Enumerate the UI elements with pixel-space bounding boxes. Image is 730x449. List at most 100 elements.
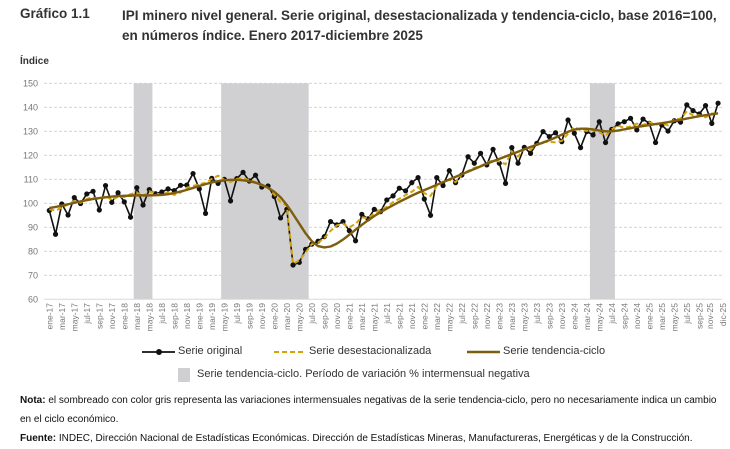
- x-axis-ticks: ene-17 mar-17 may-17 jul-17 sep-17 nov-17 ene-…: [44, 303, 728, 332]
- data-point-original: [427, 212, 434, 218]
- data-point-original: [577, 145, 584, 151]
- x-tick-label: may-25: [669, 303, 679, 332]
- data-point-original: [621, 119, 627, 125]
- data-point-original: [571, 130, 577, 136]
- x-tick-label: mar-24: [582, 303, 592, 330]
- x-tick-label: mar-17: [57, 303, 67, 330]
- legend-item-tendencia: Serie tendencia-ciclo: [503, 345, 606, 357]
- data-point-original: [177, 182, 184, 188]
- x-tick-label: sep-20: [319, 303, 329, 329]
- data-point-original: [371, 206, 377, 212]
- series-lines: [46, 100, 721, 268]
- x-tick-label: may-22: [444, 303, 454, 332]
- y-tick-label: 60: [28, 294, 38, 304]
- series-line-tendencia-ciclo: [49, 112, 719, 249]
- x-tick-label: may-21: [369, 303, 379, 332]
- x-tick-label: nov-20: [332, 303, 342, 329]
- data-point-original: [109, 199, 115, 205]
- x-tick-label: may-23: [519, 303, 529, 332]
- y-tick-label: 80: [28, 246, 38, 256]
- y-tick-label: 150: [23, 78, 38, 88]
- data-point-original: [102, 182, 109, 189]
- x-tick-label: ene-20: [269, 303, 279, 330]
- data-point-original: [421, 196, 427, 202]
- data-point-original: [527, 150, 534, 156]
- x-tick-label: nov-24: [632, 303, 642, 329]
- nota: Nota: el sombreado con color gris repres…: [20, 391, 720, 429]
- data-point-original: [140, 202, 146, 208]
- data-point-original: [465, 154, 471, 160]
- x-tick-label: nov-17: [107, 303, 117, 329]
- x-tick-label: ene-25: [644, 303, 654, 330]
- data-point-original: [440, 182, 446, 189]
- legend-item-desestacionalizada: Serie desestacionalizada: [309, 345, 432, 357]
- data-point-original: [446, 168, 452, 174]
- legend-marker-shaded: [178, 368, 190, 382]
- x-tick-label: sep-21: [394, 303, 404, 329]
- y-axis-label: Índice: [20, 56, 49, 67]
- data-point-original: [715, 100, 721, 106]
- x-tick-label: sep-22: [469, 303, 479, 329]
- data-point-original: [340, 218, 346, 225]
- shaded-periods: [133, 83, 615, 300]
- x-tick-label: may-20: [294, 303, 304, 332]
- data-point-original: [596, 119, 602, 125]
- x-tick-label: ene-17: [44, 303, 54, 330]
- x-tick-label: nov-21: [407, 303, 417, 329]
- shaded-period: [221, 83, 309, 300]
- x-tick-label: nov-18: [182, 303, 192, 329]
- data-point-original: [477, 150, 484, 156]
- legend-item-shaded: Serie tendencia-ciclo. Período de variac…: [197, 368, 530, 380]
- x-tick-label: dic-25: [718, 303, 728, 326]
- fuente-label: Fuente:: [20, 433, 57, 444]
- data-point-original: [652, 139, 659, 146]
- data-point-original: [546, 133, 552, 140]
- data-point-original: [121, 199, 127, 205]
- data-point-original: [402, 188, 409, 194]
- x-tick-label: sep-18: [169, 303, 179, 329]
- data-point-original: [684, 102, 690, 108]
- x-tick-label: jul-23: [532, 303, 542, 325]
- data-point-original: [390, 193, 396, 199]
- data-point-original: [396, 185, 402, 191]
- nota-text: el sombreado con color gris representa l…: [20, 395, 717, 425]
- x-tick-label: mar-23: [507, 303, 517, 330]
- y-tick-label: 120: [23, 150, 38, 160]
- data-point-original: [490, 146, 496, 152]
- data-point-original: [65, 212, 71, 218]
- data-point-original: [627, 115, 634, 121]
- data-point-original: [90, 188, 96, 194]
- x-tick-label: ene-19: [194, 303, 204, 330]
- x-tick-label: nov-23: [557, 303, 567, 329]
- x-tick-label: jul-22: [457, 303, 467, 325]
- x-tick-label: ene-18: [119, 303, 129, 330]
- data-point-original: [84, 191, 90, 197]
- data-point-original: [290, 262, 296, 268]
- data-point-original: [252, 172, 259, 178]
- data-point-original: [52, 231, 59, 237]
- x-tick-label: nov-25: [705, 303, 715, 329]
- x-tick-label: mar-18: [132, 303, 142, 330]
- x-tick-label: may-17: [69, 303, 79, 332]
- shaded-period: [133, 83, 153, 300]
- data-point-original: [415, 175, 421, 181]
- data-point-original: [690, 108, 696, 114]
- x-tick-label: nov-22: [482, 303, 492, 329]
- x-tick-label: mar-25: [657, 303, 667, 330]
- fuente-text: INDEC, Dirección Nacional de Estadística…: [56, 433, 693, 444]
- data-point-original: [277, 215, 284, 221]
- data-point-original: [165, 186, 171, 192]
- x-tick-label: may-24: [594, 303, 604, 332]
- data-point-original: [190, 170, 196, 177]
- data-point-original: [471, 160, 477, 166]
- x-tick-label: jul-18: [157, 303, 167, 325]
- data-point-original: [134, 185, 140, 191]
- data-point-original: [159, 189, 165, 195]
- data-point-original: [665, 128, 671, 134]
- x-tick-label: jul-20: [307, 303, 317, 325]
- x-tick-label: sep-17: [94, 303, 104, 329]
- data-point-original: [96, 207, 102, 213]
- data-point-original: [565, 117, 571, 123]
- notes: Nota: el sombreado con color gris repres…: [20, 391, 720, 448]
